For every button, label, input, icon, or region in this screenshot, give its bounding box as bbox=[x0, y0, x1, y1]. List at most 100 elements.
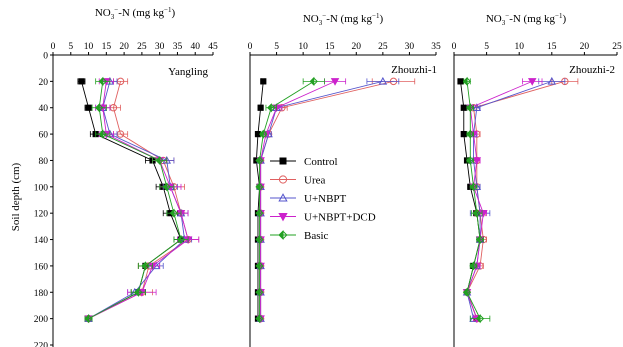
x-tick-label: 15 bbox=[325, 42, 335, 52]
series-basic bbox=[255, 76, 325, 324]
data-point bbox=[155, 155, 164, 166]
x-tick-label: 0 bbox=[51, 42, 56, 52]
x-tick-label: 25 bbox=[137, 42, 147, 52]
series-line bbox=[88, 81, 182, 320]
data-point bbox=[98, 129, 107, 139]
legend-label: Basic bbox=[304, 230, 329, 242]
y-tick-label: 180 bbox=[34, 289, 49, 299]
data-point bbox=[378, 76, 388, 85]
y-tick-label: 100 bbox=[34, 183, 49, 193]
series-line bbox=[255, 81, 264, 319]
series-line bbox=[260, 80, 336, 319]
data-point bbox=[547, 76, 557, 85]
y-tick-label: 200 bbox=[34, 315, 49, 325]
data-point bbox=[255, 208, 264, 218]
series-u-nbpt-dcd bbox=[84, 78, 200, 324]
x-tick-label: 5 bbox=[274, 42, 279, 52]
x-tick-label: 5 bbox=[68, 42, 73, 52]
legend-marker bbox=[278, 175, 288, 184]
data-point bbox=[259, 129, 268, 139]
series-control bbox=[77, 78, 189, 322]
data-point bbox=[169, 208, 178, 218]
series-line bbox=[81, 81, 182, 320]
y-tick-label: 40 bbox=[39, 104, 49, 114]
series-urea bbox=[84, 77, 200, 323]
x-axis-title: NO3−-N (mg kg−1) bbox=[95, 6, 176, 21]
data-point bbox=[162, 182, 171, 192]
data-point bbox=[95, 103, 104, 113]
legend-label: Urea bbox=[304, 175, 325, 187]
legend-label: U+NBPT+DCD bbox=[304, 212, 376, 224]
panel-zhouzhi-2: NO3−-N (mg kg−1) Zhouzhi-2 0 5 10 15 20 25 bbox=[452, 12, 622, 347]
data-point bbox=[257, 104, 264, 111]
panel-zhouzhi-1: NO3−-N (mg kg−1) Zhouzhi-1 0 5 10 15 20 25 30 3… bbox=[248, 12, 441, 347]
data-point bbox=[84, 314, 93, 324]
legend-marker bbox=[278, 229, 288, 241]
data-point bbox=[141, 261, 150, 271]
data-point bbox=[469, 182, 478, 192]
data-point bbox=[460, 104, 467, 111]
data-point bbox=[469, 261, 478, 271]
series-line bbox=[466, 80, 552, 319]
x-tick-label: 20 bbox=[352, 42, 362, 52]
legend-item: U+NBPT+DCD bbox=[270, 212, 376, 224]
y-tick-label: 20 bbox=[39, 78, 49, 88]
legend-item: U+NBPT bbox=[270, 193, 347, 205]
series-line bbox=[88, 81, 189, 320]
x-tick-label: 10 bbox=[298, 42, 308, 52]
y-tick-label: 220 bbox=[34, 342, 49, 347]
legend-marker bbox=[279, 157, 287, 165]
x-tick-label: 35 bbox=[431, 42, 441, 52]
series-line bbox=[466, 81, 481, 319]
data-point bbox=[260, 78, 267, 85]
error-bar bbox=[366, 78, 400, 85]
x-tick-label: 15 bbox=[547, 42, 557, 52]
data-point bbox=[78, 78, 85, 85]
data-point bbox=[255, 182, 264, 192]
series-basic bbox=[462, 76, 491, 324]
x-tick-label: 20 bbox=[580, 42, 590, 52]
data-point bbox=[255, 261, 264, 271]
panel-yangling: NO3−-N (mg kg−1) Yangling 0 5 10 15 20 25 30 35… bbox=[34, 6, 218, 347]
data-point bbox=[85, 104, 92, 111]
legend-label: U+NBPT bbox=[304, 193, 347, 205]
x-tick-label: 35 bbox=[173, 42, 183, 52]
y-tick-label: 0 bbox=[43, 52, 48, 62]
data-point bbox=[472, 157, 482, 165]
series-urea bbox=[463, 77, 579, 323]
x-tick-label: 30 bbox=[155, 42, 165, 52]
data-point bbox=[255, 287, 264, 297]
data-point bbox=[116, 130, 125, 138]
y-tick-label: 140 bbox=[34, 236, 49, 246]
data-point bbox=[255, 234, 264, 245]
x-tick-label: 25 bbox=[612, 42, 622, 52]
legend-item: Control bbox=[270, 156, 338, 168]
y-tick-label: 160 bbox=[34, 262, 49, 272]
x-axis-title: NO3−-N (mg kg−1) bbox=[303, 12, 384, 27]
series-basic bbox=[84, 76, 189, 324]
data-point bbox=[460, 130, 467, 138]
data-point bbox=[109, 104, 118, 112]
data-point bbox=[472, 208, 481, 218]
series-line bbox=[88, 81, 189, 320]
data-point bbox=[457, 78, 464, 85]
data-point bbox=[466, 155, 475, 166]
y-tick-label: 120 bbox=[34, 210, 49, 220]
x-tick-label: 40 bbox=[190, 42, 200, 52]
legend: Control Urea U+NBPT U+NBPT+DCD Basic bbox=[270, 156, 376, 242]
x-tick-label: 30 bbox=[405, 42, 415, 52]
panel-label: Yangling bbox=[168, 66, 208, 78]
y-tick-label: 60 bbox=[39, 131, 49, 141]
data-point bbox=[462, 76, 472, 86]
data-point bbox=[98, 76, 107, 86]
x-tick-label: 10 bbox=[514, 42, 524, 52]
data-point bbox=[527, 78, 537, 86]
legend-item: Urea bbox=[270, 175, 325, 187]
x-tick-label: 20 bbox=[119, 42, 129, 52]
y-tick-label: 80 bbox=[39, 157, 49, 167]
series-line bbox=[259, 80, 315, 319]
data-point bbox=[116, 77, 125, 86]
y-axis-title: Soil depth (cm) bbox=[10, 162, 22, 231]
legend-marker bbox=[278, 193, 288, 202]
